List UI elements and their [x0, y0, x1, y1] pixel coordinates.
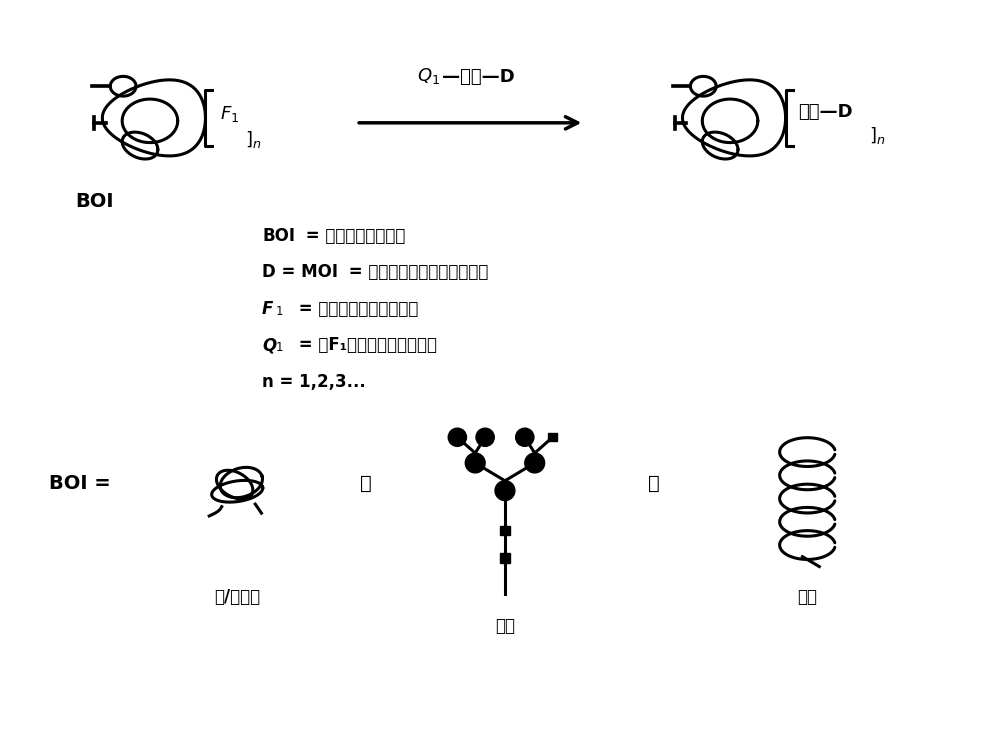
Text: 聚糖: 聚糖: [495, 617, 515, 635]
Text: $F_1$: $F_1$: [220, 104, 240, 124]
Text: BOI: BOI: [262, 226, 295, 244]
Circle shape: [516, 428, 534, 446]
Text: —接头—D: —接头—D: [442, 69, 515, 86]
Circle shape: [525, 453, 545, 473]
Text: 核酸: 核酸: [797, 588, 817, 606]
Text: = 自身或工程化的官能团: = 自身或工程化的官能团: [293, 299, 418, 318]
Text: $Q_1$: $Q_1$: [417, 66, 441, 86]
Text: 肽/蜗白质: 肽/蜗白质: [214, 588, 260, 606]
Text: 或: 或: [648, 475, 660, 493]
Text: = 感兴趣的分子（或靶分子）: = 感兴趣的分子（或靶分子）: [343, 263, 489, 281]
Text: D = MOI: D = MOI: [262, 263, 338, 281]
Text: $_1$: $_1$: [275, 299, 283, 318]
Circle shape: [476, 428, 494, 446]
Text: 或: 或: [360, 475, 372, 493]
Circle shape: [495, 481, 515, 501]
Text: = 对F₁特异性的反应性基团: = 对F₁特异性的反应性基团: [293, 337, 437, 355]
Text: 接头—D: 接头—D: [798, 103, 853, 121]
Bar: [500, 554, 510, 562]
Text: $_1$: $_1$: [275, 337, 283, 355]
Text: Q: Q: [262, 337, 276, 355]
Text: $]_n$: $]_n$: [869, 125, 885, 146]
Circle shape: [465, 453, 485, 473]
Text: $]_n$: $]_n$: [245, 129, 261, 150]
Text: BOI =: BOI =: [49, 475, 111, 493]
Bar: [548, 433, 557, 442]
Circle shape: [448, 428, 466, 446]
Text: BOI: BOI: [76, 192, 114, 211]
Text: n = 1,2,3...: n = 1,2,3...: [262, 373, 366, 391]
Bar: [500, 525, 510, 535]
Text: = 感兴趣的生物分子: = 感兴趣的生物分子: [300, 226, 405, 244]
Text: F: F: [262, 299, 273, 318]
